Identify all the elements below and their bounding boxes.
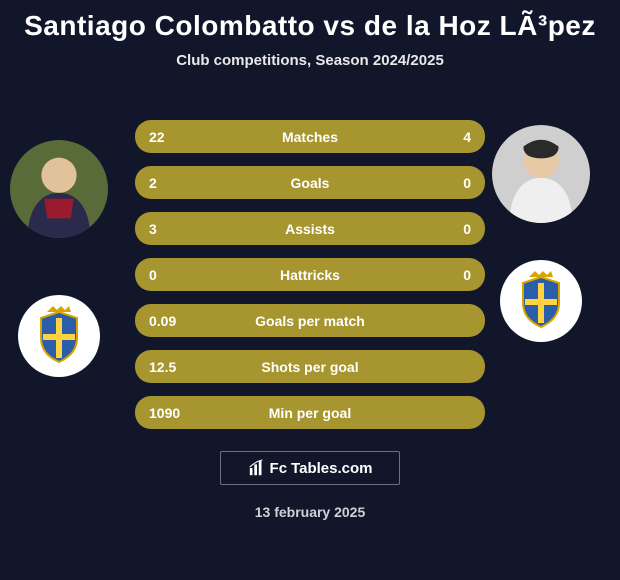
shield-icon [29, 306, 89, 366]
stat-right-value: 0 [431, 221, 471, 237]
brand-prefix: Fc [270, 460, 288, 477]
person-icon [10, 140, 108, 238]
chart-icon [248, 459, 266, 477]
stat-label: Shots per goal [189, 359, 431, 375]
stat-left-value: 3 [149, 221, 189, 237]
stat-row-hattricks: 0 Hattricks 0 [135, 258, 485, 291]
stat-row-matches: 22 Matches 4 [135, 120, 485, 153]
stat-right-value: 0 [431, 267, 471, 283]
stat-left-value: 1090 [149, 405, 189, 421]
stat-row-assists: 3 Assists 0 [135, 212, 485, 245]
stat-left-value: 22 [149, 129, 189, 145]
stat-row-goals: 2 Goals 0 [135, 166, 485, 199]
stat-right-value: 0 [431, 175, 471, 191]
stat-row-goals-per-match: 0.09 Goals per match [135, 304, 485, 337]
stat-left-value: 0.09 [149, 313, 189, 329]
brand-rest: Tables.com [291, 460, 372, 477]
brand-box: FcTables.com [220, 451, 400, 485]
stat-row-shots-per-goal: 12.5 Shots per goal [135, 350, 485, 383]
stat-right-value: 4 [431, 129, 471, 145]
player2-club-crest [500, 260, 582, 342]
player1-avatar [10, 140, 108, 238]
stat-label: Min per goal [189, 405, 431, 421]
stat-left-value: 2 [149, 175, 189, 191]
stat-label: Goals per match [189, 313, 431, 329]
stat-label: Hattricks [189, 267, 431, 283]
stat-label: Goals [189, 175, 431, 191]
stat-left-value: 0 [149, 267, 189, 283]
stat-row-min-per-goal: 1090 Min per goal [135, 396, 485, 429]
player2-avatar [492, 125, 590, 223]
stats-container: 22 Matches 4 2 Goals 0 3 Assists 0 0 Hat… [135, 120, 485, 442]
player1-club-crest [18, 295, 100, 377]
shield-icon [511, 271, 571, 331]
stat-label: Matches [189, 129, 431, 145]
page-subtitle: Club competitions, Season 2024/2025 [0, 52, 620, 69]
stat-left-value: 12.5 [149, 359, 189, 375]
stat-label: Assists [189, 221, 431, 237]
footer-date: 13 february 2025 [0, 504, 620, 520]
page-title: Santiago Colombatto vs de la Hoz LÃ³pez [0, 0, 620, 42]
person-icon [492, 125, 590, 223]
